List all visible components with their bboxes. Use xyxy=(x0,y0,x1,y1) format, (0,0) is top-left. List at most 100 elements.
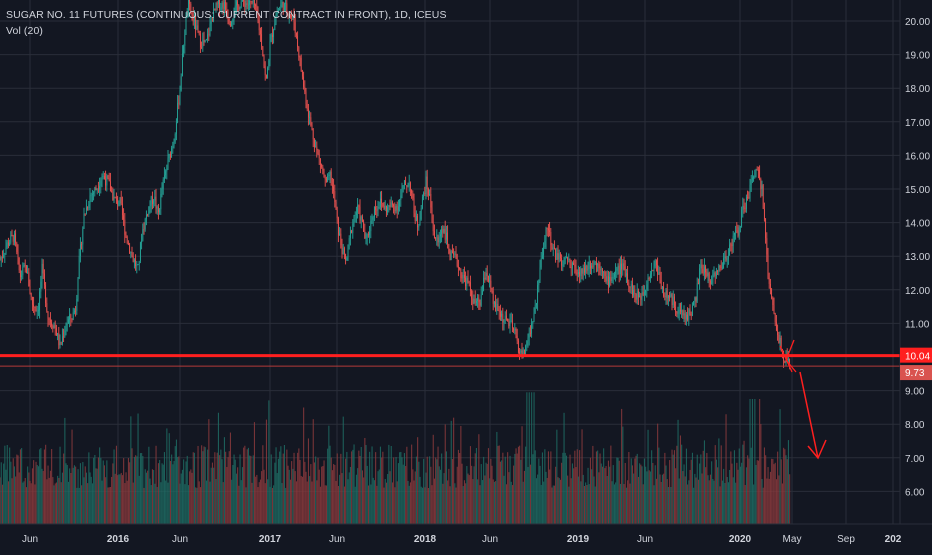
volume-indicator-label: Vol (20) xyxy=(6,25,43,37)
candle-body xyxy=(67,323,68,325)
volume-bar xyxy=(597,451,598,524)
candle-body xyxy=(183,46,184,53)
volume-bar xyxy=(301,476,302,524)
volume-bar xyxy=(380,447,381,524)
candle-body xyxy=(46,303,47,311)
volume-bar xyxy=(666,466,667,524)
candle-body xyxy=(598,264,599,268)
candle-body xyxy=(84,214,85,229)
volume-bar xyxy=(230,433,231,524)
candle-body xyxy=(128,243,129,244)
candle-body xyxy=(468,278,469,282)
volume-bar xyxy=(688,480,689,524)
volume-bar xyxy=(560,480,561,524)
volume-bar xyxy=(62,473,63,524)
volume-bar xyxy=(660,474,661,524)
volume-bar xyxy=(488,448,489,524)
volume-bar xyxy=(144,488,145,524)
candle-body xyxy=(206,40,207,41)
candle-body xyxy=(661,280,662,289)
candle-body xyxy=(175,134,176,141)
candle-body xyxy=(788,359,789,361)
candle-body xyxy=(686,315,687,320)
volume-bar xyxy=(314,462,315,524)
candle-body xyxy=(457,255,458,267)
candle-body xyxy=(472,299,473,304)
volume-bar xyxy=(15,477,16,524)
candle-body xyxy=(758,170,759,171)
volume-bar xyxy=(264,470,265,524)
candle-body xyxy=(738,230,739,235)
volume-bar xyxy=(121,473,122,524)
volume-bar xyxy=(24,481,25,524)
volume-bar xyxy=(290,480,291,524)
volume-bar xyxy=(482,480,483,524)
candle-body xyxy=(417,216,418,227)
time-tick-label: Jun xyxy=(172,534,188,545)
candle-body xyxy=(536,303,537,305)
volume-bar xyxy=(700,454,701,524)
candle-body xyxy=(4,253,5,255)
volume-bar xyxy=(157,487,158,524)
volume-bar xyxy=(14,466,15,524)
volume-bar xyxy=(697,455,698,524)
volume-bar xyxy=(398,463,399,524)
candle-body xyxy=(582,269,583,274)
volume-bar xyxy=(764,447,765,524)
price-tick-label: 15.00 xyxy=(905,185,930,196)
volume-bar xyxy=(346,452,347,524)
volume-bar xyxy=(663,474,664,524)
volume-bar xyxy=(703,451,704,524)
volume-bar xyxy=(783,448,784,524)
candle-body xyxy=(48,311,49,319)
volume-bar xyxy=(150,479,151,524)
candle-body xyxy=(756,169,757,176)
candle-body xyxy=(572,263,573,268)
candle-body xyxy=(606,276,607,281)
volume-bar xyxy=(591,469,592,524)
volume-bar xyxy=(772,459,773,524)
volume-bar xyxy=(1,462,2,524)
candle-body xyxy=(674,296,675,307)
price-axis[interactable]: 20.0019.0018.0017.0016.0015.0014.0013.00… xyxy=(900,0,932,550)
price-tick-label: 7.00 xyxy=(905,454,925,465)
candle-body xyxy=(144,229,145,230)
volume-bar xyxy=(685,476,686,524)
volume-bar xyxy=(502,453,503,524)
candle-body xyxy=(358,205,359,206)
candle-body xyxy=(411,190,412,193)
candle-body xyxy=(260,30,261,34)
volume-bar xyxy=(351,451,352,524)
candle-body xyxy=(568,259,569,260)
candle-body xyxy=(301,58,302,71)
volume-bar xyxy=(258,487,259,524)
volume-bar xyxy=(110,487,111,524)
candle-body xyxy=(21,275,22,277)
candle-body xyxy=(445,229,446,240)
volume-bar xyxy=(54,485,55,524)
volume-bar xyxy=(606,466,607,524)
volume-bar xyxy=(475,453,476,524)
volume-bar xyxy=(649,470,650,524)
candle-body xyxy=(253,0,254,3)
candle-body xyxy=(470,282,471,290)
volume-bar xyxy=(38,466,39,524)
volume-bar xyxy=(118,474,119,524)
volume-bar xyxy=(74,465,75,524)
candle-body xyxy=(514,329,515,331)
volume-bar xyxy=(514,454,515,524)
candle-body xyxy=(274,24,275,31)
volume-bar xyxy=(324,460,325,524)
candle-body xyxy=(379,207,380,208)
volume-bar xyxy=(379,469,380,524)
candle-body xyxy=(762,185,763,189)
candle-body xyxy=(337,210,338,218)
candle-body xyxy=(81,244,82,245)
volume-bar xyxy=(140,453,141,524)
volume-bar xyxy=(286,450,287,524)
volume-bar xyxy=(274,463,275,524)
volume-bar xyxy=(253,455,254,524)
volume-bar xyxy=(664,453,665,524)
